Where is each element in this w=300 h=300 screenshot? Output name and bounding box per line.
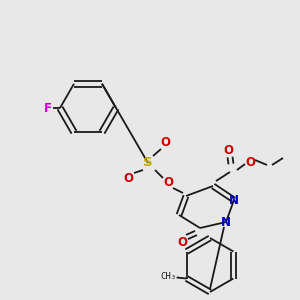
Text: O: O [245,155,255,169]
Text: O: O [160,136,170,149]
Text: N: N [221,215,231,229]
Text: S: S [143,157,153,169]
Text: O: O [177,236,187,248]
Text: O: O [123,172,133,184]
Text: O: O [223,143,233,157]
Text: O: O [163,176,173,190]
Text: F: F [44,101,52,115]
Text: CH₃: CH₃ [160,272,177,281]
Text: N: N [229,194,239,206]
